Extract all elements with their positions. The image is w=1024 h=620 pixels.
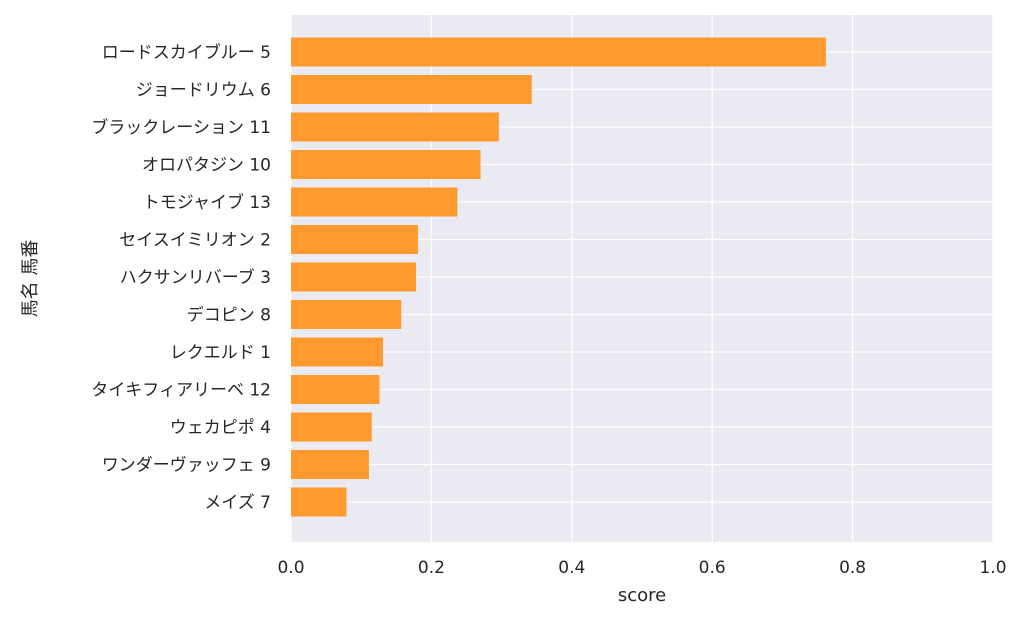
category-label: ジョードリウム 6 bbox=[136, 81, 271, 101]
bar bbox=[291, 262, 416, 292]
bar bbox=[291, 375, 380, 404]
bar bbox=[291, 187, 458, 217]
x-tick-label: 0.8 bbox=[839, 558, 866, 578]
category-label: ウェカピポ 4 bbox=[170, 418, 271, 438]
x-tick-label: 0.0 bbox=[277, 558, 304, 578]
category-label: レクエルド 1 bbox=[170, 343, 271, 363]
category-label: オロパタジン 10 bbox=[142, 156, 271, 176]
bar bbox=[291, 412, 372, 442]
category-label: タイキフィアリーベ 12 bbox=[91, 381, 271, 401]
category-label: デコピン 8 bbox=[187, 305, 271, 326]
category-label: ハクサンリバーブ 3 bbox=[120, 267, 271, 288]
category-label: ブラックレーション 11 bbox=[91, 117, 271, 138]
x-tick-label: 0.4 bbox=[558, 558, 585, 578]
bar bbox=[291, 487, 347, 517]
bar bbox=[291, 300, 402, 329]
y-axis-title: 馬名 馬番 bbox=[20, 240, 41, 318]
x-tick-label: 0.6 bbox=[699, 558, 726, 578]
category-label: ロードスカイブルー 5 bbox=[102, 42, 271, 63]
category-label: メイズ 7 bbox=[204, 493, 271, 513]
category-labels: ロードスカイブルー 5 ジョードリウム 6 ブラックレーション 11 オロパタジン 1… bbox=[91, 42, 271, 513]
bars bbox=[291, 37, 826, 517]
bar bbox=[291, 75, 532, 104]
bar bbox=[291, 225, 419, 254]
x-axis-title: score bbox=[618, 585, 666, 606]
category-label: セイスイミリオン 2 bbox=[119, 231, 271, 251]
category-label: ワンダーヴァッフェ 9 bbox=[102, 456, 271, 476]
x-tick-label: 0.2 bbox=[418, 558, 445, 578]
bar bbox=[291, 337, 383, 367]
bar bbox=[291, 37, 826, 67]
bar bbox=[291, 450, 369, 479]
bar bbox=[291, 150, 481, 179]
bar bbox=[291, 112, 499, 142]
category-label: トモジャイブ 13 bbox=[143, 192, 271, 213]
x-tick-label: 1.0 bbox=[979, 558, 1006, 578]
x-tick-labels: 0.0 0.2 0.4 0.6 0.8 1.0 bbox=[277, 558, 1006, 578]
